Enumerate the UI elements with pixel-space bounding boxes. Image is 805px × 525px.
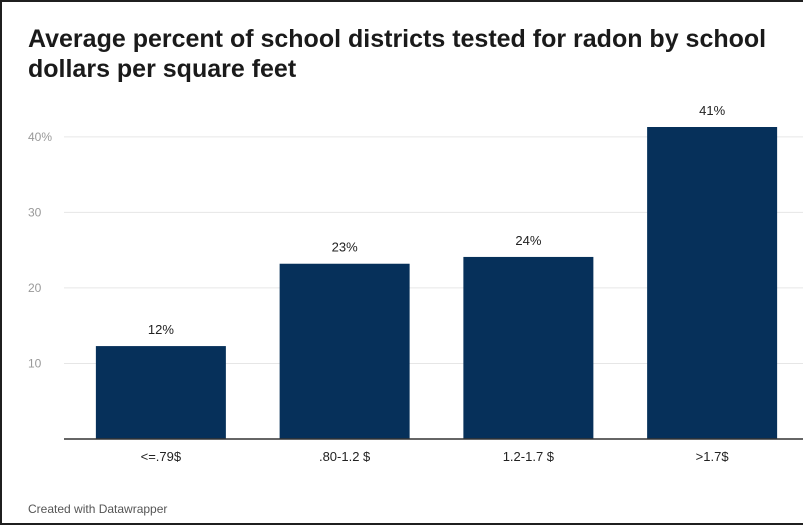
bar-3[interactable] bbox=[463, 256, 594, 439]
data-label: 41% bbox=[699, 103, 725, 118]
data-label: 23% bbox=[332, 240, 358, 255]
y-tick-label: 10 bbox=[28, 356, 42, 370]
data-label: 12% bbox=[148, 322, 174, 337]
bar-chart: 10 20 30 40% 12% <=.79$ 23% .80-1.2 $ 24% 1.2-1.7… bbox=[28, 103, 803, 464]
x-tick-label: .80-1.2 $ bbox=[319, 449, 371, 464]
y-tick-label: 30 bbox=[28, 205, 42, 219]
x-tick-label: 1.2-1.7 $ bbox=[503, 449, 555, 464]
y-tick-label: 40% bbox=[28, 130, 52, 144]
x-tick-label: >1.7$ bbox=[696, 449, 730, 464]
x-tick-label: <=.79$ bbox=[141, 449, 182, 464]
y-tick-label: 20 bbox=[28, 281, 42, 295]
data-label: 24% bbox=[515, 233, 541, 248]
chart-title: Average percent of school districts test… bbox=[28, 25, 767, 83]
bar-2[interactable] bbox=[279, 263, 410, 439]
footer-credit: Created with Datawrapper bbox=[28, 502, 168, 516]
bar-4[interactable] bbox=[647, 127, 778, 439]
bar-1[interactable] bbox=[95, 346, 226, 439]
